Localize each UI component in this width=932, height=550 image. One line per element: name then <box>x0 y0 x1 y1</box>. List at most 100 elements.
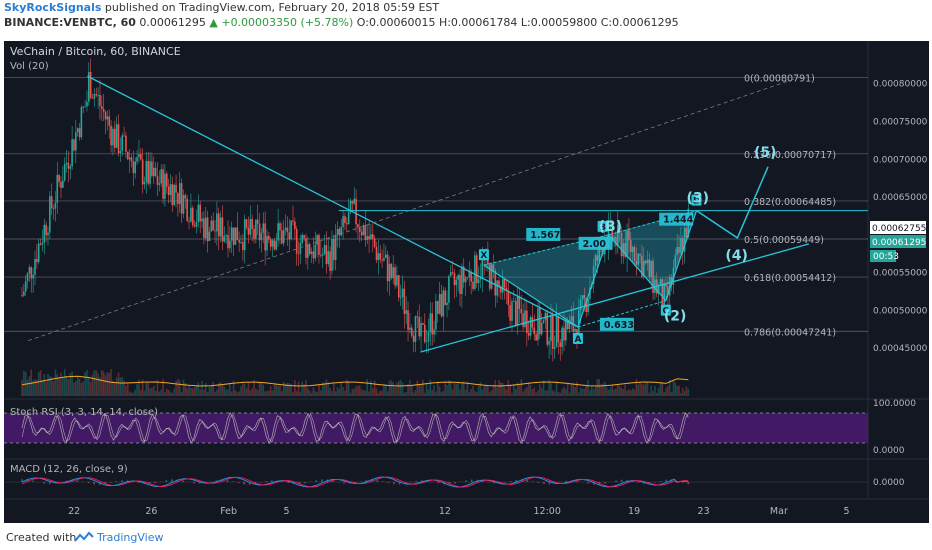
candle-body <box>579 299 582 311</box>
volume-bar <box>301 381 304 396</box>
volume-bar <box>86 369 88 396</box>
candle-body <box>481 259 484 278</box>
candle-body <box>110 125 112 146</box>
candle-body <box>622 243 625 257</box>
candle-body <box>529 317 532 336</box>
volume-bar <box>34 379 36 396</box>
volume-bar <box>637 384 639 396</box>
candle-body <box>383 257 385 261</box>
candle-body <box>197 204 200 222</box>
volume-bar <box>279 385 281 396</box>
candle-body <box>379 253 382 260</box>
volume-bar <box>39 370 42 396</box>
macd-histogram-bar <box>182 480 184 482</box>
candle-body <box>589 287 591 300</box>
candle-body <box>557 316 560 343</box>
candle-body <box>371 234 374 239</box>
volume-bar <box>347 381 350 396</box>
volume-bar <box>396 382 398 396</box>
volume-bar <box>344 390 346 396</box>
candle-body <box>498 280 500 287</box>
volume-bar <box>624 384 627 396</box>
volume-bar <box>603 381 606 396</box>
volume-bar <box>340 382 343 396</box>
tradingview-link[interactable]: TradingView <box>97 531 164 544</box>
candle-body <box>674 255 677 268</box>
time-axis-tick: 26 <box>145 506 157 517</box>
volume-bar <box>80 382 83 396</box>
candle-body <box>340 227 343 236</box>
volume-bar <box>41 379 44 396</box>
volume-bar <box>422 379 424 396</box>
volume-bar <box>431 389 433 396</box>
volume-bar <box>596 379 599 396</box>
candle-body <box>160 169 163 184</box>
volume-bar <box>102 371 105 396</box>
volume-bar <box>574 386 576 396</box>
candle-body <box>236 227 239 241</box>
candle-body <box>461 266 463 295</box>
candle-body <box>173 184 175 206</box>
volume-bar <box>449 381 452 396</box>
volume-bar <box>602 383 604 396</box>
candle-body <box>58 174 60 182</box>
volume-bar <box>483 386 485 396</box>
candle-body <box>123 135 125 137</box>
macd-histogram-bar <box>415 481 418 482</box>
volume-bar <box>193 387 196 396</box>
candle-body <box>93 94 96 99</box>
volume-bar <box>670 392 673 396</box>
price-axis-tick: 0.00050000 <box>873 306 928 316</box>
candle-body <box>316 235 318 245</box>
volume-bar <box>240 386 242 396</box>
candle-body <box>635 261 638 265</box>
volume-bar <box>349 392 352 396</box>
volume-bar <box>540 388 543 396</box>
volume-bar <box>524 388 526 396</box>
volume-bar <box>282 381 285 396</box>
candle-body <box>318 235 320 255</box>
candle-body <box>54 202 57 209</box>
bar-countdown: 00:53 <box>873 252 899 262</box>
volume-bar <box>208 386 211 396</box>
candle-body <box>230 227 233 241</box>
macd-label: MACD (12, 26, close, 9) <box>10 464 128 475</box>
volume-bar <box>561 389 563 396</box>
volume-bar <box>418 384 420 396</box>
candle-body <box>108 116 111 126</box>
volume-bar <box>203 389 205 396</box>
candle-body <box>243 219 246 251</box>
macd-histogram-bar <box>687 482 690 485</box>
volume-bar <box>331 390 333 396</box>
volume-bar <box>143 390 146 396</box>
candle-body <box>427 332 430 342</box>
candle-body <box>659 279 662 286</box>
chart-area[interactable]: 0(0.00080791) 0.236(0.00070717) 0.382(0.00… <box>4 41 929 523</box>
drawings[interactable]: X A B C D 1.567 2.00 1.444 0.633 (3) (B) (2) (4) (5) <box>28 75 868 353</box>
volume-bar <box>106 372 109 396</box>
candle-body <box>266 235 268 251</box>
candle-body <box>665 283 667 287</box>
volume-bar <box>485 385 487 396</box>
volume-bar <box>500 382 502 396</box>
candle-body <box>680 238 682 253</box>
price-tag-2-box <box>870 235 926 248</box>
candle-body <box>65 162 68 165</box>
volume-bar <box>420 384 422 396</box>
author-link[interactable]: SkyRockSignals <box>4 1 102 14</box>
volume-bar <box>663 392 665 396</box>
candle-body <box>542 320 545 323</box>
volume-bar <box>607 390 610 396</box>
ratio-label: 1.567 <box>530 230 560 241</box>
volume-bar <box>182 379 185 396</box>
candle-body <box>221 217 224 242</box>
candle-body <box>21 295 23 297</box>
volume-bar <box>488 392 491 396</box>
fibonacci-levels[interactable]: 0(0.00080791) 0.236(0.00070717) 0.382(0.00… <box>4 74 868 339</box>
candle-body <box>151 161 153 177</box>
volume-bar <box>71 371 73 396</box>
volume-bar <box>605 387 608 396</box>
candle-body <box>297 253 300 255</box>
volume-bar <box>338 388 341 396</box>
candle-body <box>475 255 478 284</box>
